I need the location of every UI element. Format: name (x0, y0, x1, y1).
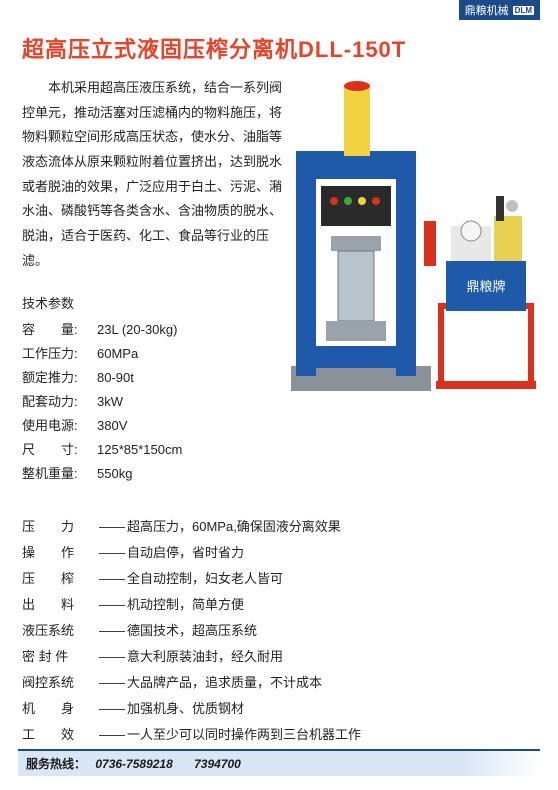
machine-illustration: 鼎粮牌 (276, 66, 536, 406)
feature-label: 工 效 (22, 722, 97, 748)
spec-value: 80-90t (97, 366, 134, 390)
header-bar: 鼎粮机械 DLM (0, 0, 558, 22)
feature-label: 机 身 (22, 696, 97, 722)
spec-value: 23L (20-30kg) (97, 318, 177, 342)
features-block: 压 力——超高压力，60MPa,确保固液分离效果操 作——自动启停，省时省力压 … (22, 514, 536, 774)
spec-value: 60MPa (97, 342, 138, 366)
feature-dash: —— (99, 514, 125, 540)
feature-value: 一人至少可以同时操作两到三台机器工作 (127, 722, 361, 748)
spec-row: 尺 寸:125*85*150cm (22, 438, 536, 462)
feature-value: 加强机身、优质钢材 (127, 696, 244, 722)
footer-label: 服务热线： (26, 757, 86, 771)
feature-label: 密 封 件 (22, 644, 97, 670)
feature-dash: —— (99, 696, 125, 722)
feature-label: 操 作 (22, 540, 97, 566)
feature-row: 操 作——自动启停，省时省力 (22, 540, 536, 566)
feature-dash: —— (99, 592, 125, 618)
feature-label: 压 榨 (22, 566, 97, 592)
brand-logo: DLM (513, 6, 534, 15)
spec-row: 整机重量:550kg (22, 462, 536, 486)
spec-label: 额定推力: (22, 366, 97, 390)
pump-brand-text: 鼎粮牌 (466, 279, 505, 294)
feature-value: 自动启停，省时省力 (127, 540, 244, 566)
feature-label: 阀控系统 (22, 670, 97, 696)
feature-label: 出 料 (22, 592, 97, 618)
feature-row: 阀控系统——大品牌产品，追求质量，不计成本 (22, 670, 536, 696)
feature-value: 全自动控制，妇女老人皆可 (127, 566, 283, 592)
spec-row: 使用电源:380V (22, 414, 536, 438)
spec-label: 配套动力: (22, 390, 97, 414)
feature-value: 德国技术，超高压系统 (127, 618, 257, 644)
spec-value: 550kg (97, 462, 132, 486)
footer-phone1: 0736-7589218 (95, 757, 172, 771)
feature-dash: —— (99, 566, 125, 592)
feature-value: 意大利原装油封，经久耐用 (127, 644, 283, 670)
spec-value: 380V (97, 414, 127, 438)
brand-text: 鼎粮机械 (465, 2, 509, 18)
spec-value: 125*85*150cm (97, 438, 182, 462)
feature-dash: —— (99, 618, 125, 644)
feature-label: 压 力 (22, 514, 97, 540)
footer-phone2: 7394700 (194, 757, 241, 771)
spec-label: 工作压力: (22, 342, 97, 366)
spec-label: 整机重量: (22, 462, 97, 486)
feature-row: 压 力——超高压力，60MPa,确保固液分离效果 (22, 514, 536, 540)
feature-row: 工 效——一人至少可以同时操作两到三台机器工作 (22, 722, 536, 748)
content-area: 本机采用超高压液压系统，结合一系列阀控单元，推动活塞对压滤桶内的物料施压，将物料… (0, 76, 558, 774)
spec-label: 尺 寸: (22, 438, 97, 462)
spec-value: 3kW (97, 390, 123, 414)
feature-dash: —— (99, 644, 125, 670)
feature-row: 出 料——机动控制，简单方便 (22, 592, 536, 618)
spec-label: 容 量: (22, 318, 97, 342)
brand-tag: 鼎粮机械 DLM (459, 0, 540, 20)
feature-row: 液压系统——德国技术，超高压系统 (22, 618, 536, 644)
feature-dash: —— (99, 540, 125, 566)
feature-dash: —— (99, 670, 125, 696)
feature-label: 液压系统 (22, 618, 97, 644)
feature-row: 密 封 件——意大利原装油封，经久耐用 (22, 644, 536, 670)
feature-row: 压 榨——全自动控制，妇女老人皆可 (22, 566, 536, 592)
intro-paragraph: 本机采用超高压液压系统，结合一系列阀控单元，推动活塞对压滤桶内的物料施压，将物料… (22, 76, 282, 274)
feature-row: 机 身——加强机身、优质钢材 (22, 696, 536, 722)
spec-label: 使用电源: (22, 414, 97, 438)
feature-value: 机动控制，简单方便 (127, 592, 244, 618)
footer-bar: 服务热线： 0736-7589218 7394700 (18, 749, 540, 776)
feature-dash: —— (99, 722, 125, 748)
feature-value: 超高压力，60MPa,确保固液分离效果 (127, 514, 341, 540)
feature-value: 大品牌产品，追求质量，不计成本 (127, 670, 322, 696)
